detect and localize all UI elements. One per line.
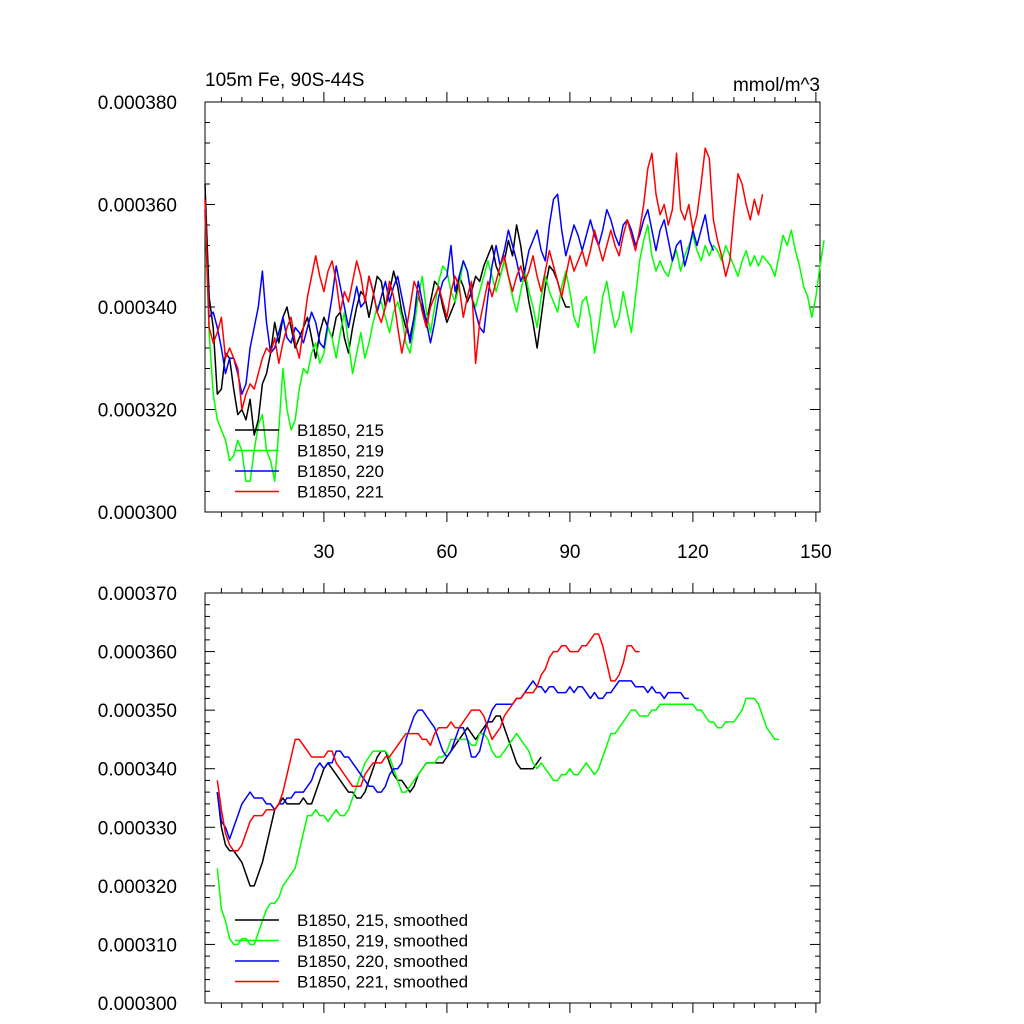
y-tick-label: 0.000310 <box>98 935 177 956</box>
top-panel: 105m Fe, 90S-44S mmol/m^3 0.000300 0.000320… <box>98 70 832 563</box>
legend-label: B1850, 215 <box>297 421 384 440</box>
series-line-1-3 <box>216 633 640 852</box>
y-tick-label: 0.000380 <box>98 93 177 114</box>
y-tick-label: 0.000350 <box>98 701 177 722</box>
y-tick-label: 0.000320 <box>98 877 177 898</box>
series-line-1-2 <box>216 680 689 840</box>
y-tick-label: 0.000340 <box>98 298 177 319</box>
y-tick-label: 0.000320 <box>98 401 177 422</box>
series-line-0-3 <box>204 147 764 411</box>
legend-label: B1850, 220 <box>297 462 384 481</box>
legend-label: B1850, 215, smoothed <box>297 911 468 930</box>
y-tick-label: 0.000360 <box>98 643 177 664</box>
chart-title-right: mmol/m^3 <box>733 75 820 96</box>
x-tick-label: 30 <box>313 542 334 563</box>
series-line-1-0 <box>216 715 542 887</box>
y-tick-label: 0.000340 <box>98 760 177 781</box>
series-line-0-0 <box>204 183 570 436</box>
series-line-0-1 <box>204 214 825 482</box>
y-tick-label: 0.000360 <box>98 196 177 217</box>
bottom-panel: 0.000300 0.000310 0.000320 0.000330 0.000340… <box>98 583 821 1015</box>
legend-label: B1850, 219 <box>297 442 384 461</box>
x-tick-label: 60 <box>436 542 457 563</box>
chart-title-left: 105m Fe, 90S-44S <box>205 70 364 91</box>
legend-label: B1850, 221, smoothed <box>297 973 468 992</box>
y-tick-label: 0.000330 <box>98 818 177 839</box>
y-tick-label: 0.000370 <box>98 584 177 605</box>
y-tick-label: 0.000300 <box>98 994 177 1015</box>
plot-frame <box>204 592 821 1004</box>
x-tick-label: 90 <box>559 542 580 563</box>
legend-label: B1850, 220, smoothed <box>297 952 468 971</box>
series-line-1-1 <box>216 697 779 946</box>
y-tick-label: 0.000300 <box>98 503 177 524</box>
x-tick-label: 150 <box>800 542 832 563</box>
legend-label: B1850, 221 <box>297 483 384 502</box>
legend-label: B1850, 219, smoothed <box>297 932 468 951</box>
x-tick-label: 120 <box>677 542 709 563</box>
series-line-0-2 <box>204 193 715 395</box>
